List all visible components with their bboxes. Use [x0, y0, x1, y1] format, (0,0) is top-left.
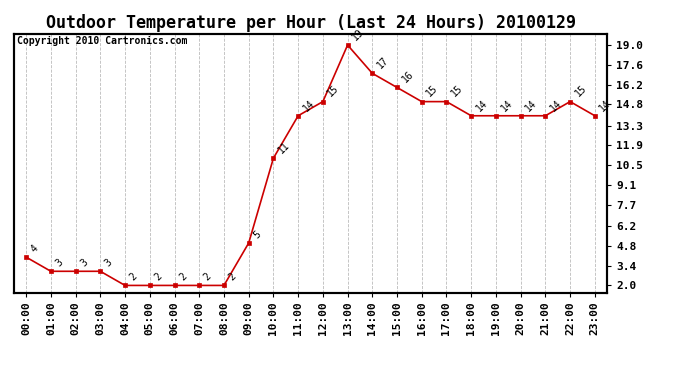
Text: 4: 4: [29, 243, 40, 254]
Text: 2: 2: [227, 272, 238, 283]
Text: 14: 14: [499, 98, 514, 113]
Text: 2: 2: [177, 272, 188, 283]
Text: 14: 14: [524, 98, 539, 113]
Text: 17: 17: [375, 55, 391, 70]
Text: 14: 14: [301, 98, 316, 113]
Text: 15: 15: [573, 84, 589, 99]
Text: 16: 16: [400, 69, 415, 85]
Text: Copyright 2010 Cartronics.com: Copyright 2010 Cartronics.com: [17, 36, 187, 46]
Title: Outdoor Temperature per Hour (Last 24 Hours) 20100129: Outdoor Temperature per Hour (Last 24 Ho…: [46, 14, 575, 32]
Text: 14: 14: [474, 98, 489, 113]
Text: 3: 3: [79, 257, 90, 268]
Text: 2: 2: [202, 272, 213, 283]
Text: 15: 15: [449, 84, 464, 99]
Text: 14: 14: [598, 98, 613, 113]
Text: 3: 3: [54, 257, 65, 268]
Text: 5: 5: [251, 229, 263, 240]
Text: 2: 2: [152, 272, 164, 283]
Text: 14: 14: [548, 98, 564, 113]
Text: 2: 2: [128, 272, 139, 283]
Text: 11: 11: [276, 140, 292, 155]
Text: 19: 19: [351, 27, 366, 42]
Text: 3: 3: [103, 257, 115, 268]
Text: 15: 15: [326, 84, 341, 99]
Text: 15: 15: [424, 84, 440, 99]
